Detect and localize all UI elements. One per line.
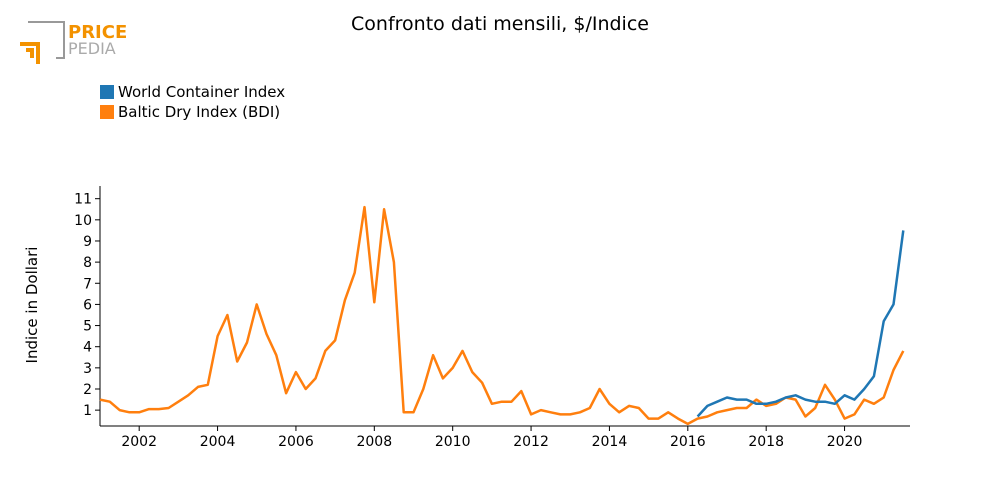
logo-frame — [28, 21, 65, 59]
legend-label: Baltic Dry Index (BDI) — [118, 103, 280, 121]
x-tick-label: 2016 — [670, 434, 706, 450]
x-tick-label: 2010 — [435, 434, 471, 450]
y-tick-label: 7 — [83, 276, 92, 292]
legend-swatch — [100, 105, 114, 119]
x-tick-label: 2012 — [513, 434, 549, 450]
y-tick-label: 2 — [83, 382, 92, 398]
logo-mark — [20, 42, 40, 64]
y-tick-label: 5 — [83, 319, 92, 335]
logo-bottom: PEDIA — [68, 39, 116, 58]
y-axis-label: Indice in Dollari — [23, 247, 41, 364]
chart-title: Confronto dati mensili, $/Indice — [351, 13, 649, 35]
series-line — [696, 230, 905, 418]
y-tick-label: 11 — [74, 192, 92, 208]
legend-swatch — [100, 85, 114, 99]
y-tick-label: 6 — [83, 297, 92, 313]
legend-label: World Container Index — [118, 83, 285, 101]
logo: PRICE PEDIA — [20, 21, 127, 64]
x-tick-label: 2002 — [121, 434, 157, 450]
y-tick-label: 10 — [74, 213, 92, 229]
y-tick-label: 4 — [83, 340, 92, 356]
x-tick-label: 2014 — [592, 434, 628, 450]
x-tick-label: 2020 — [827, 434, 863, 450]
x-tick-label: 2018 — [748, 434, 784, 450]
x-tick-label: 2008 — [356, 434, 392, 450]
y-tick-label: 1 — [83, 403, 92, 419]
y-tick-label: 8 — [83, 255, 92, 271]
x-tick-label: 2006 — [278, 434, 314, 450]
y-tick-label: 3 — [83, 361, 92, 377]
logo-top: PRICE — [68, 22, 127, 43]
y-tick-label: 9 — [83, 234, 92, 250]
series-line — [99, 205, 905, 426]
x-tick-label: 2004 — [200, 434, 236, 450]
